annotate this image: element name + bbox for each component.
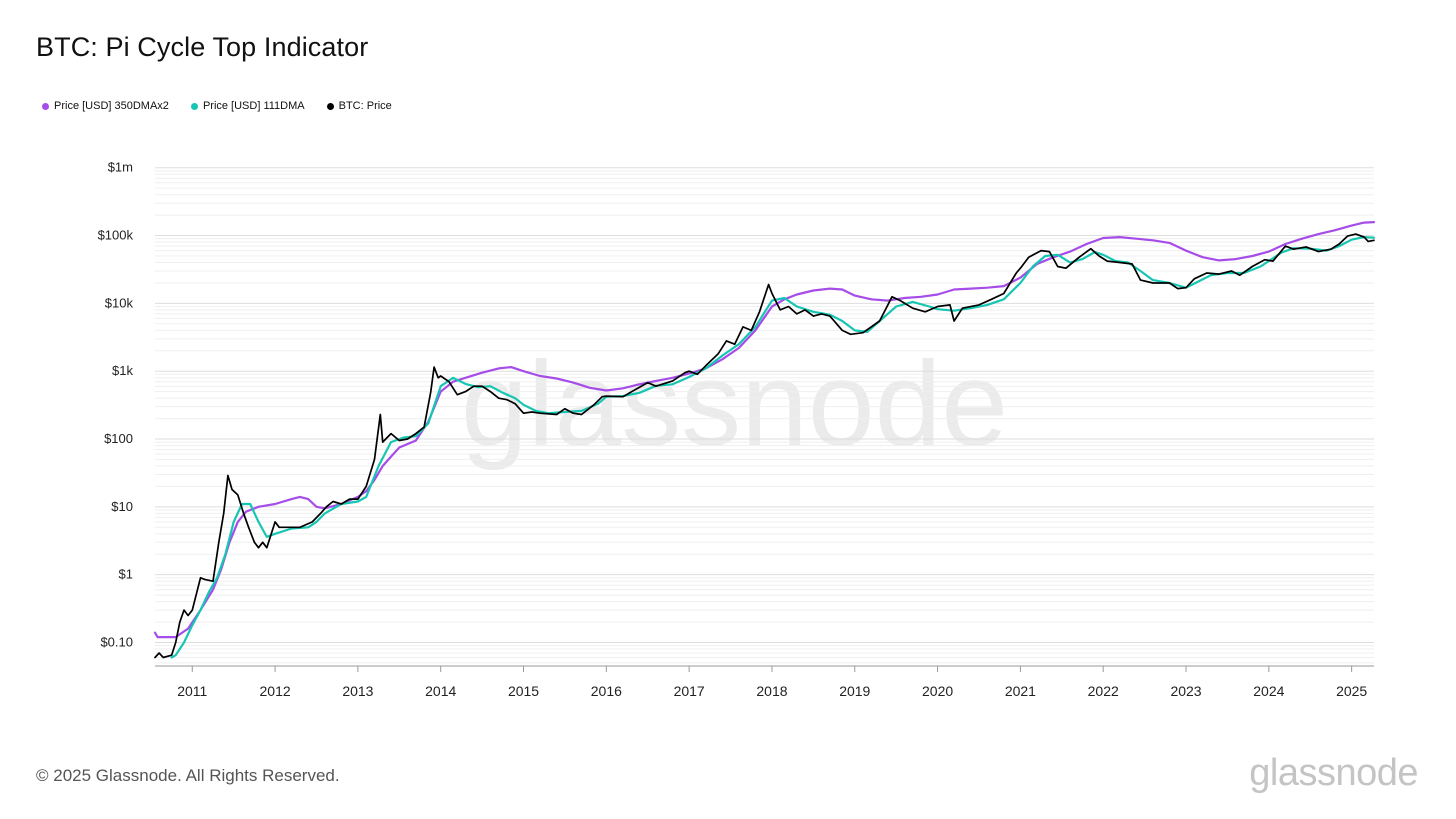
x-tick-label: 2011 [177,683,207,699]
legend: Price [USD] 350DMAx2 Price [USD] 111DMA … [42,100,392,112]
legend-dot-black [326,102,334,110]
x-tick-label: 2022 [1088,683,1119,699]
y-tick-label: $100k [98,228,134,243]
x-tick-label: 2021 [1005,683,1036,699]
y-tick-label: $1 [119,567,133,582]
y-tick-label: $100 [104,431,133,446]
series-line-1 [170,236,1376,659]
y-tick-label: $10k [105,295,134,310]
watermark-text: glassnode [461,337,1008,471]
x-tick-label: 2016 [591,683,622,699]
y-tick-label: $0.10 [100,634,133,649]
legend-label-350dmax2: Price [USD] 350DMAx2 [54,100,169,112]
legend-item-price[interactable]: BTC: Price [326,100,392,112]
chart-title: BTC: Pi Cycle Top Indicator [36,32,369,62]
x-tick-label: 2017 [674,683,705,699]
legend-item-350dmax2[interactable]: Price [USD] 350DMAx2 [42,100,169,112]
y-tick-label: $1m [108,160,133,175]
x-tick-label: 2014 [425,683,456,699]
legend-label-111dma: Price [USD] 111DMA [202,100,305,112]
x-tick-label: 2018 [756,683,787,699]
x-tick-label: 2023 [1170,683,1201,699]
x-tick-label: 2013 [342,683,373,699]
series-line-2 [154,233,1375,659]
x-tick-label: 2012 [260,683,291,699]
legend-dot-purple [42,102,49,110]
legend-dot-teal [190,102,198,110]
x-tick-label: 2025 [1336,683,1367,699]
x-tick-label: 2024 [1253,683,1284,699]
x-tick-label: 2020 [922,683,953,699]
glassnode-logo: glassnode [1249,752,1418,794]
x-tick-label: 2019 [839,683,870,699]
copyright-text: © 2025 Glassnode. All Rights Reserved. [36,766,340,785]
x-tick-label: 2015 [508,683,539,699]
y-tick-label: $1k [112,363,133,378]
y-tick-label: $10 [111,499,133,514]
series-line-0 [153,221,1376,639]
legend-label-price: BTC: Price [338,100,392,112]
legend-item-111dma[interactable]: Price [USD] 111DMA [190,100,305,112]
chart-area: glassnode $1m $100k $10k $1k $100 $10 $1 $0.10 20… [98,160,1376,699]
